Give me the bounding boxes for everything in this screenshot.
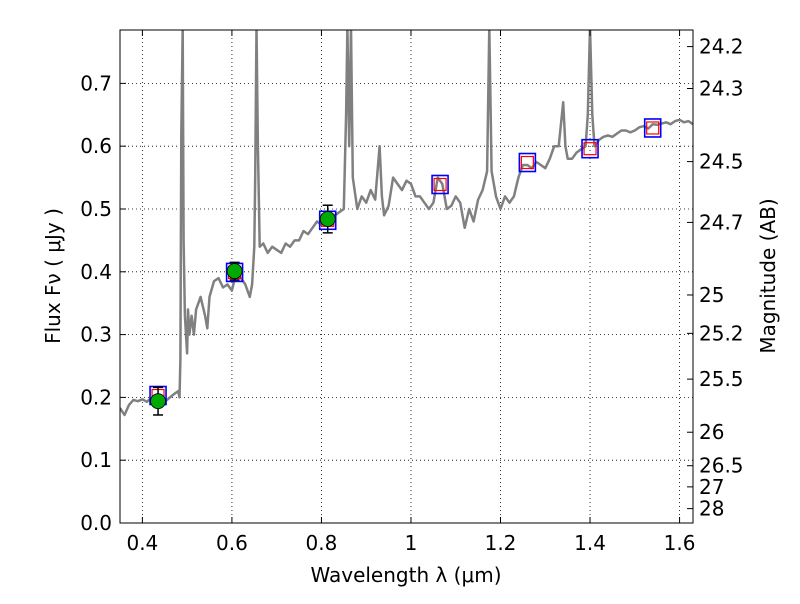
model-photometry-inner-marker [520,155,534,170]
data-points-layer [149,118,662,416]
y-tick-label: 0.0 [80,511,112,535]
x-tick-label: 1 [405,531,418,555]
model-spectrum-layer [120,30,693,417]
y-tick-label: 0.5 [80,197,112,221]
model-photometry-inner-marker [583,142,597,156]
magnitude-tick-label: 25.2 [699,321,744,345]
y-axis-label: Flux Fν ( μJy ) [41,208,65,344]
magnitude-tick-label: 26 [699,420,724,444]
magnitude-tick-label: 25 [699,283,724,307]
x-tick-label: 1.2 [485,531,517,555]
magnitude-tick-label: 28 [699,497,724,521]
observed-flux-point [226,263,243,280]
model-spectrum-line [120,30,693,417]
magnitude-tick-label: 24.7 [699,210,744,234]
model-photometry-marker [431,174,449,195]
x-tick-label: 1.4 [574,531,606,555]
x-axis-ticks: 0.4 0.6 0.8 1 1.2 1.4 1.6 [126,30,695,555]
magnitude-tick-label: 24.5 [699,150,744,174]
magnitude-tick-label: 27 [699,475,724,499]
x-tick-label: 0.6 [216,531,248,555]
magnitude-axis-label: Magnitude (AB) [756,198,780,353]
y-tick-label: 0.2 [80,385,112,409]
x-axis-label: Wavelength λ (μm) [310,563,501,587]
model-photometry-marker [518,152,537,173]
y-axis-ticks: 0.0 0.1 0.2 0.3 0.4 0.5 0.6 0.7 [80,71,126,535]
y-tick-label: 0.1 [80,448,112,472]
x-tick-label: 0.4 [126,531,158,555]
magnitude-tick-label: 26.5 [699,454,744,478]
magnitude-tick-label: 24.3 [699,77,744,101]
observed-flux-point [319,211,336,227]
model-photometry-marker [581,138,599,159]
observed-flux-point [150,393,166,410]
y-tick-label: 0.4 [80,260,112,284]
y-tick-label: 0.6 [80,134,112,158]
model-photometry-marker [643,118,662,138]
y-tick-label: 0.7 [80,71,112,95]
model-photometry-inner-marker [646,121,660,135]
magnitude-tick-label: 24.2 [699,35,744,59]
x-tick-label: 0.8 [306,531,338,555]
plot-frame [119,29,694,524]
magnitude-tick-label: 25.5 [699,367,744,391]
y-tick-label: 0.3 [80,323,112,347]
x-tick-label: 1.6 [664,531,696,555]
model-photometry-inner-marker [433,177,447,192]
